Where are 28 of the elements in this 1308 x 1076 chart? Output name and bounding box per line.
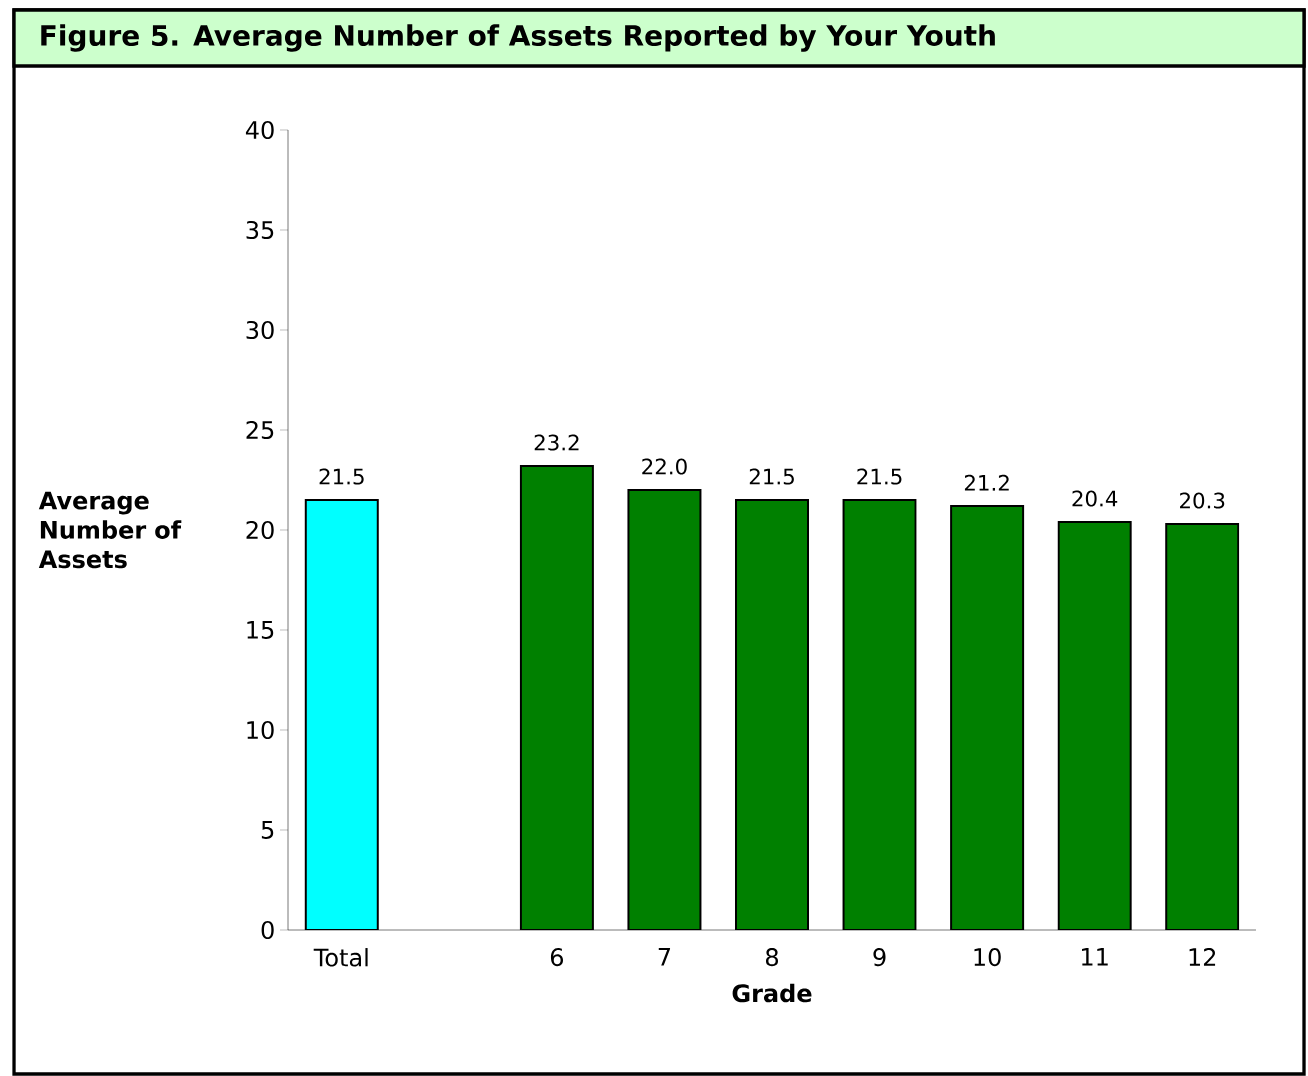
x-tick-label: 10 (974, 948, 1001, 967)
y-tick-label: 15 (247, 621, 274, 639)
x-tick-label: Total (313, 948, 368, 967)
data-label: 20.4 (1072, 490, 1118, 507)
y-axis-title: Average Number of Assets (38, 491, 182, 569)
data-label: 20.3 (1180, 492, 1225, 509)
y-tick-label: 0 (261, 920, 274, 940)
data-label: 21.5 (749, 468, 794, 485)
y-tick-label: 30 (246, 320, 274, 340)
x-tick-label: 11 (1082, 948, 1108, 966)
y-tick-label: 5 (261, 821, 274, 839)
y-tick-label: 40 (245, 120, 274, 140)
y-tick-label: 35 (246, 220, 274, 240)
data-label: 21.2 (964, 474, 1009, 491)
x-tick-label: 12 (1189, 948, 1216, 966)
x-tick-label: 7 (658, 948, 671, 966)
data-label: 22.0 (642, 458, 687, 475)
y-tick-label: 10 (247, 720, 274, 740)
x-axis-title: Grade (732, 983, 812, 1003)
data-label: 23.2 (534, 434, 579, 451)
y-tick-label: 20 (246, 520, 274, 540)
chart-title: Figure 5. Average Number of Assets Reported by Your Youth (41, 24, 995, 52)
x-tick-label: 9 (873, 948, 886, 967)
x-tick-label: 6 (550, 948, 564, 967)
data-label: 21.5 (857, 468, 902, 485)
y-tick-label: 25 (246, 420, 274, 440)
data-label: 21.5 (319, 468, 364, 485)
x-tick-label: 8 (766, 948, 778, 967)
